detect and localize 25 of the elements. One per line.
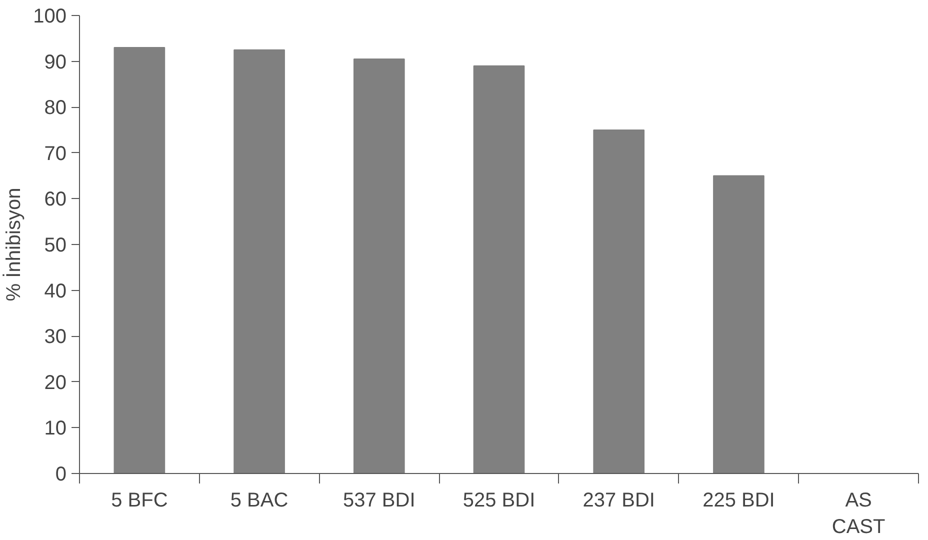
y-tick-label: 30 bbox=[44, 326, 67, 348]
x-tick-label: 5 BFC bbox=[111, 490, 168, 512]
x-tick-label: 537 BDI bbox=[343, 490, 416, 512]
bar bbox=[353, 58, 405, 474]
x-tick-label: 5 BAC bbox=[230, 490, 288, 512]
y-tick-label: 80 bbox=[44, 97, 67, 120]
y-tick-label: 0 bbox=[55, 464, 66, 486]
bar bbox=[593, 130, 645, 474]
y-tick-label: 90 bbox=[44, 51, 67, 74]
x-tick-label: AS CAST bbox=[832, 490, 886, 538]
y-tick-label: 20 bbox=[44, 372, 67, 394]
y-tick-label: 100 bbox=[33, 6, 67, 28]
y-tick-label: 40 bbox=[44, 280, 67, 302]
bar bbox=[114, 47, 166, 474]
bar bbox=[713, 175, 764, 474]
y-axis-title: % İnhibisyon bbox=[2, 188, 26, 302]
x-tick-label: 225 BDI bbox=[702, 490, 775, 512]
x-tick-label: 237 BDI bbox=[582, 490, 655, 512]
bar bbox=[234, 49, 285, 474]
y-tick-label: 50 bbox=[44, 234, 67, 256]
y-tick-label: 70 bbox=[44, 142, 67, 165]
x-tick-label: 525 BDI bbox=[462, 490, 536, 512]
y-tick-label: 10 bbox=[44, 418, 67, 440]
bar bbox=[473, 65, 525, 474]
y-tick-label: 60 bbox=[44, 188, 67, 211]
